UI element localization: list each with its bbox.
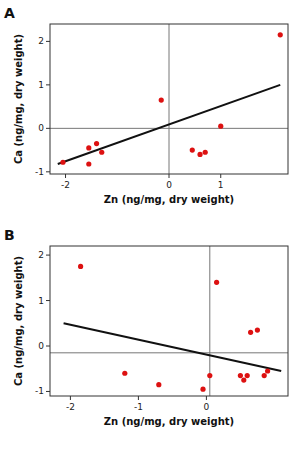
y-tick-label: -1: [35, 386, 44, 396]
scatter-point: [218, 124, 223, 129]
x-tick: [138, 396, 139, 400]
plot-area: [50, 246, 288, 396]
x-tick: [169, 174, 170, 178]
scatter-point: [238, 373, 243, 378]
scatter-point: [60, 160, 65, 165]
plot-frame: [50, 246, 288, 396]
scatter-point: [248, 330, 253, 335]
scatter-point: [255, 327, 260, 332]
scatter-point: [200, 387, 205, 392]
figure: -2 0 1 -1 0 1 2 Zn (ng/mg, dry weight) Ca (ng/mg…: [0, 0, 296, 455]
x-tick: [70, 396, 71, 400]
scatter-point: [262, 373, 267, 378]
y-tick-label: 2: [38, 250, 44, 260]
regression-line: [64, 323, 282, 371]
x-tick-label: 0: [204, 402, 210, 412]
y-tick: [46, 128, 50, 129]
plot-background: [50, 24, 288, 174]
regression-line: [58, 85, 280, 164]
scatter-point: [122, 371, 127, 376]
scatter-point: [265, 368, 270, 373]
panel: -2 -1 0 -1 0 1 2 Zn (ng/mg, dry weight) Ca (ng/m…: [4, 227, 288, 427]
y-tick: [46, 41, 50, 42]
scatter-point: [241, 377, 246, 382]
x-tick-label: -2: [66, 402, 75, 412]
scatter-point: [203, 150, 208, 155]
y-tick-label: 1: [38, 80, 44, 90]
plot-background: [50, 246, 288, 396]
x-tick: [206, 396, 207, 400]
scatter-point: [190, 147, 195, 152]
x-tick-label: 0: [166, 180, 172, 190]
scatter-point: [278, 32, 283, 37]
y-tick: [46, 300, 50, 301]
x-tick-label: -2: [61, 180, 70, 190]
reference-vline: [169, 24, 170, 174]
y-axis-label: Ca (ng/mg, dry weight): [13, 256, 24, 386]
y-tick-label: 0: [38, 123, 44, 133]
x-axis-label: Zn (ng/mg, dry weight): [104, 194, 234, 205]
x-tick-label: 1: [218, 180, 224, 190]
y-tick: [46, 391, 50, 392]
y-axis-label: Ca (ng/mg, dry weight): [13, 34, 24, 164]
plot-area: [50, 24, 288, 174]
panel: -2 0 1 -1 0 1 2 Zn (ng/mg, dry weight) Ca (ng/mg…: [4, 5, 288, 205]
y-tick-label: 1: [38, 296, 44, 306]
x-axis-label: Zn (ng/mg, dry weight): [104, 416, 234, 427]
y-tick: [46, 171, 50, 172]
scatter-point: [78, 264, 83, 269]
scatter-point: [214, 280, 219, 285]
scatter-point: [159, 97, 164, 102]
panel-label: B: [4, 227, 15, 243]
scatter-point: [207, 373, 212, 378]
plot-frame: [50, 24, 288, 174]
y-tick: [46, 346, 50, 347]
scatter-point: [86, 145, 91, 150]
scatter-point: [245, 373, 250, 378]
y-tick-label: -1: [35, 167, 44, 177]
y-tick-label: 2: [38, 36, 44, 46]
scatter-point: [86, 161, 91, 166]
x-tick-label: -1: [134, 402, 143, 412]
y-tick: [46, 84, 50, 85]
y-tick-label: 0: [38, 341, 44, 351]
panel-label: A: [4, 5, 15, 21]
scatter-point: [94, 141, 99, 146]
y-tick: [46, 255, 50, 256]
scatter-point: [156, 382, 161, 387]
scatter-point: [197, 152, 202, 157]
x-tick: [220, 174, 221, 178]
reference-hline: [50, 352, 288, 353]
x-tick: [65, 174, 66, 178]
scatter-point: [99, 150, 104, 155]
